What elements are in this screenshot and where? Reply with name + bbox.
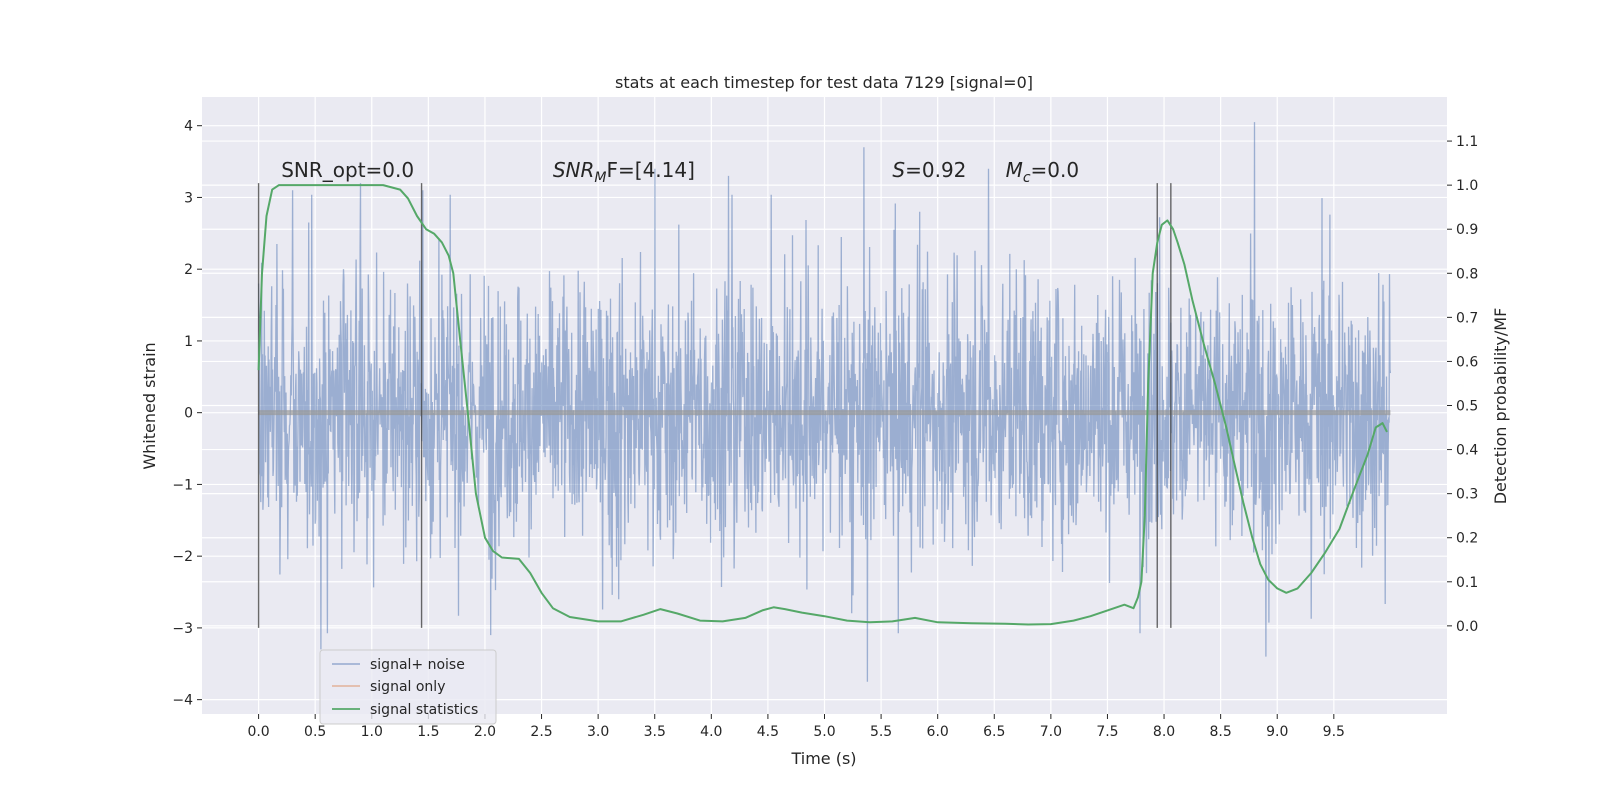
series-signal-noise xyxy=(257,122,1392,682)
x-tick-label: 3.0 xyxy=(587,724,609,740)
legend-box xyxy=(319,649,497,725)
y2-tick-label: 0.0 xyxy=(1456,619,1478,635)
chart-title: stats at each timestep for test data 712… xyxy=(615,73,1033,92)
y-tick-label: −3 xyxy=(172,621,193,637)
y2-tick-label: 1.0 xyxy=(1456,178,1478,194)
x-tick-label: 7.5 xyxy=(1096,724,1118,740)
y-tick-label: 1 xyxy=(184,334,193,350)
y2-tick-label: 1.1 xyxy=(1456,134,1478,150)
x-tick-label: 0.0 xyxy=(247,724,269,740)
y-tick-label: 2 xyxy=(184,262,193,278)
annotations: SNR_opt=0.0 SNRMF=[4.14] S=0.92 Mc=0.0 xyxy=(281,158,1079,186)
y2-axis-ticks: 0.0 0.1 0.2 0.3 0.4 0.5 0.6 0.7 0.8 0.9 1.0 1.1 xyxy=(1447,134,1478,635)
y-tick-label: 4 xyxy=(184,119,193,135)
stats-line xyxy=(257,184,1388,626)
x-tick-label: 2.0 xyxy=(474,724,496,740)
y-tick-label: 0 xyxy=(184,406,193,422)
vertical-markers xyxy=(257,183,1172,628)
x-tick-label: 3.5 xyxy=(644,724,666,740)
series-signal-statistics xyxy=(257,184,1388,626)
y-tick-label: 3 xyxy=(184,190,193,206)
y2-tick-label: 0.2 xyxy=(1456,531,1478,547)
annotation: Mc=0.0 xyxy=(1006,158,1080,186)
legend: signal+ noise signal only signal statist… xyxy=(319,649,497,725)
y2-tick-label: 0.4 xyxy=(1456,443,1478,459)
annotation-symbol: SNR xyxy=(553,158,595,182)
legend-label-signal-noise: signal+ noise xyxy=(370,657,465,673)
x-tick-label: 6.5 xyxy=(983,724,1005,740)
y2-tick-label: 0.5 xyxy=(1456,399,1478,415)
y2-tick-label: 0.9 xyxy=(1456,222,1478,238)
legend-label-signal-only: signal only xyxy=(370,679,445,695)
x-tick-label: 8.0 xyxy=(1153,724,1175,740)
x-tick-label: 6.0 xyxy=(927,724,949,740)
annotation: SNR_opt=0.0 xyxy=(281,158,414,182)
x-tick-label: 4.0 xyxy=(700,724,722,740)
x-tick-label: 9.0 xyxy=(1266,724,1288,740)
y2-axis-label: Detection probability/MF xyxy=(1491,308,1510,505)
annotation-subscript: c xyxy=(1023,170,1031,186)
x-tick-label: 5.5 xyxy=(870,724,892,740)
x-tick-label: 1.5 xyxy=(417,724,439,740)
noise-trace xyxy=(257,122,1392,682)
annotation-subscript: M xyxy=(594,170,606,186)
y2-tick-label: 0.3 xyxy=(1456,487,1478,503)
annotation-value: F=[4.14] xyxy=(607,158,695,182)
y2-tick-label: 0.1 xyxy=(1456,575,1478,591)
y2-tick-label: 0.6 xyxy=(1456,354,1478,370)
y2-tick-label: 0.8 xyxy=(1456,266,1478,282)
y-tick-label: −2 xyxy=(172,549,193,565)
annotation: S=0.92 xyxy=(892,158,966,182)
annotation-value: =0.92 xyxy=(905,158,966,182)
x-tick-label: 8.5 xyxy=(1210,724,1232,740)
x-tick-label: 1.0 xyxy=(361,724,383,740)
y-tick-label: −1 xyxy=(172,477,193,493)
x-tick-label: 4.5 xyxy=(757,724,779,740)
annotation-symbol: S xyxy=(892,158,905,182)
y-tick-label: −4 xyxy=(172,693,193,709)
x-tick-label: 7.0 xyxy=(1040,724,1062,740)
x-tick-label: 5.0 xyxy=(813,724,835,740)
x-tick-label: 0.5 xyxy=(304,724,326,740)
annotation-symbol: M xyxy=(1006,158,1023,182)
annotation-value: =0.0 xyxy=(1031,158,1080,182)
x-axis-ticks: 0.0 0.5 1.0 1.5 2.0 2.5 3.0 3.5 4.0 4.5 5.0 5.5 6.0 6… xyxy=(247,714,1345,740)
y2-tick-label: 0.7 xyxy=(1456,310,1478,326)
x-axis-label: Time (s) xyxy=(790,749,856,768)
legend-label-signal-statistics: signal statistics xyxy=(370,702,478,718)
annotation: SNRMF=[4.14] xyxy=(553,158,695,186)
y-axis-ticks: −4 −3 −2 −1 0 1 2 3 4 xyxy=(172,119,202,709)
y-axis-label: Whitened strain xyxy=(140,342,159,469)
x-tick-label: 9.5 xyxy=(1323,724,1345,740)
x-tick-label: 2.5 xyxy=(530,724,552,740)
